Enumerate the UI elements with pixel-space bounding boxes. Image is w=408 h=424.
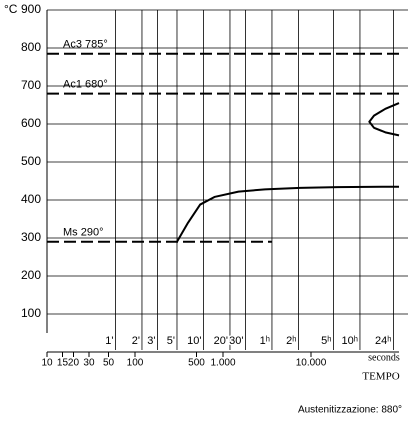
y-axis-label: °C (4, 2, 18, 16)
y-tick-label: 100 (21, 306, 41, 320)
x-tick-label: 15 (57, 358, 69, 369)
y-tick-label: 800 (21, 40, 41, 54)
x-tick-label: 10 (41, 358, 53, 369)
y-tick-label: 400 (21, 192, 41, 206)
x-tick-label: 100 (127, 358, 144, 369)
curve (176, 185, 400, 243)
reference-label: Ac1 680° (63, 79, 108, 91)
x-tick-label: 50 (103, 358, 115, 369)
reference-label: Ms 290° (63, 227, 103, 239)
time-tick-label: 10ʰ (342, 335, 358, 347)
x-tick-label: 20 (68, 358, 80, 369)
y-tick-label: 600 (21, 116, 41, 130)
y-tick-label: 700 (21, 78, 41, 92)
time-tick-label: 1' (105, 335, 113, 347)
x-tick-label: 10.000 (296, 358, 327, 369)
x-unit-label: seconds (368, 352, 400, 363)
time-tick-label: 1ʰ (260, 335, 270, 347)
time-tick-label: 2' (132, 335, 140, 347)
reference-label: Ac3 785° (63, 39, 108, 51)
time-tick-label: 20' (214, 335, 228, 347)
time-tick-label: 10' (187, 335, 201, 347)
y-tick-label: 500 (21, 154, 41, 168)
y-tick-label: 300 (21, 230, 41, 244)
time-tick-label: 2ʰ (286, 335, 296, 347)
x-axis-label: TEMPO (362, 371, 399, 383)
x-tick-label: 30 (83, 358, 95, 369)
time-tick-label: 3' (147, 335, 155, 347)
time-tick-label: 5ʰ (321, 335, 331, 347)
x-tick-label: 500 (188, 358, 205, 369)
y-tick-label: 200 (21, 268, 41, 282)
time-tick-label: 24ʰ (375, 335, 391, 347)
time-tick-label: 5' (167, 335, 175, 347)
note: Austenitizzazione: 880° (298, 405, 402, 416)
y-tick-label: 900 (21, 2, 41, 16)
time-tick-label: 30' (229, 335, 243, 347)
x-tick-label: 1.000 (210, 358, 235, 369)
curve (368, 102, 400, 137)
